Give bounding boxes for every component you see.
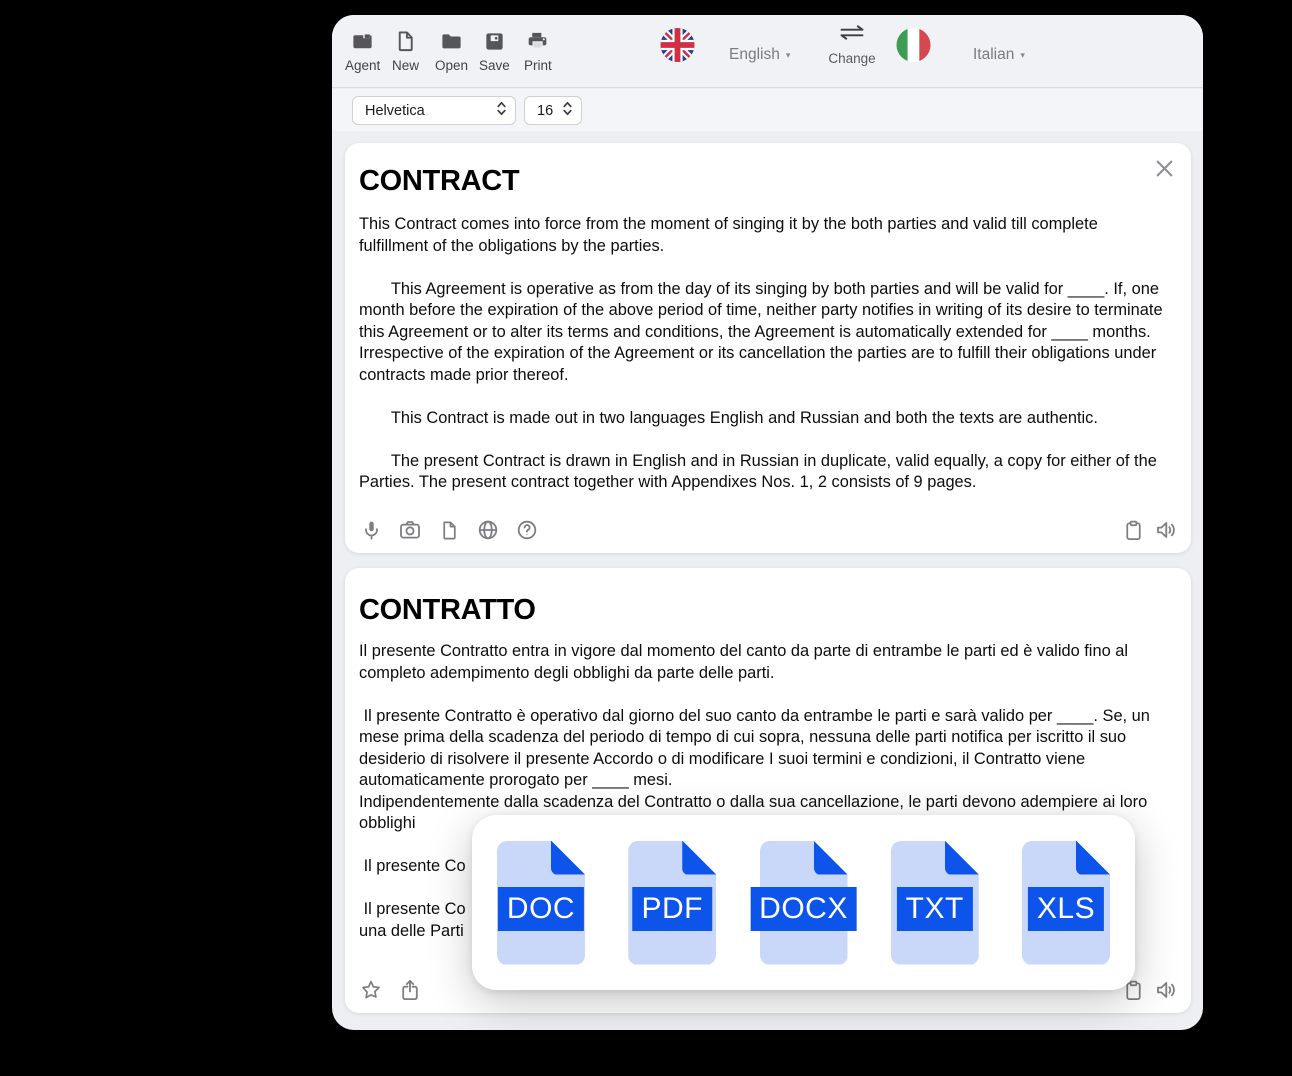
uk-flag-icon[interactable] [660,27,695,63]
print-label: Print [524,58,552,73]
print-button[interactable]: Print [524,29,552,73]
file-fold-shape [551,840,585,875]
print-icon [526,29,550,53]
file-fold-shape [813,840,848,875]
file-format-label: XLS [1027,886,1105,931]
main-toolbar: Agent New Open Save Print [332,15,1203,88]
export-format-popup: DOC PDF DOCX TXT XLS [472,815,1135,990]
share-icon[interactable] [398,978,422,1002]
new-document-icon [394,29,418,53]
change-language-button[interactable]: Change [828,25,876,66]
font-size-value: 16 [537,102,554,119]
file-format-label: DOCX [750,886,857,931]
stepper-icon [497,101,506,120]
font-size-select[interactable]: 16 [524,96,582,125]
change-label: Change [828,51,876,66]
chevron-down-icon: ▾ [1020,50,1025,60]
italy-flag-icon[interactable] [896,27,931,63]
target-language-selector[interactable]: Italian ▾ [973,46,1025,64]
source-language-selector[interactable]: English ▾ [729,46,790,64]
source-panel-body: This Contract comes into force from the … [359,215,1163,491]
file-fold-shape [944,840,979,875]
file-fold-shape [682,840,717,875]
star-icon[interactable] [359,978,383,1002]
file-format-label: PDF [632,886,712,931]
new-label: New [392,58,420,73]
open-button[interactable]: Open [435,29,468,73]
file-format-pdf[interactable]: PDF [628,840,717,965]
file-format-txt[interactable]: TXT [890,840,979,965]
speaker-icon[interactable] [1154,978,1178,1002]
agent-icon [351,29,375,53]
source-language-label: English [729,46,780,63]
close-icon[interactable] [1151,155,1177,181]
clipboard-icon[interactable] [1121,518,1145,542]
file-format-label: TXT [896,886,973,931]
file-format-doc[interactable]: DOC [497,840,585,965]
font-family-value: Helvetica [365,102,425,119]
source-panel-title: CONTRACT [359,165,520,197]
file-format-xls[interactable]: XLS [1022,840,1110,965]
save-label: Save [479,58,510,73]
file-format-docx[interactable]: DOCX [750,840,857,965]
help-icon[interactable] [515,518,539,542]
agent-label: Agent [345,58,381,73]
camera-icon[interactable] [398,518,422,542]
file-format-label: DOC [497,886,585,931]
save-button[interactable]: Save [479,29,510,73]
source-text-panel[interactable]: CONTRACT This Contract comes into force … [345,143,1191,553]
swap-arrows-icon [839,25,865,45]
open-folder-icon [440,29,464,53]
globe-icon[interactable] [476,518,500,542]
file-fold-shape [1076,840,1110,875]
target-language-label: Italian [973,46,1015,63]
speaker-icon[interactable] [1154,518,1178,542]
format-toolbar: Helvetica 16 [332,89,1203,131]
microphone-icon[interactable] [359,518,383,542]
target-panel-body: Il presente Contratto entra in vigore da… [359,642,1150,940]
open-label: Open [435,58,469,73]
agent-button[interactable]: Agent [345,29,380,73]
chevron-down-icon: ▾ [785,50,791,60]
clipboard-icon[interactable] [1121,978,1145,1002]
document-icon[interactable] [437,518,461,542]
stepper-icon [563,101,572,120]
target-panel-title: CONTRATTO [359,594,536,626]
app-window: Agent New Open Save Print [332,15,1203,1030]
new-button[interactable]: New [392,29,419,73]
save-icon [482,29,506,53]
font-family-select[interactable]: Helvetica [352,96,516,125]
